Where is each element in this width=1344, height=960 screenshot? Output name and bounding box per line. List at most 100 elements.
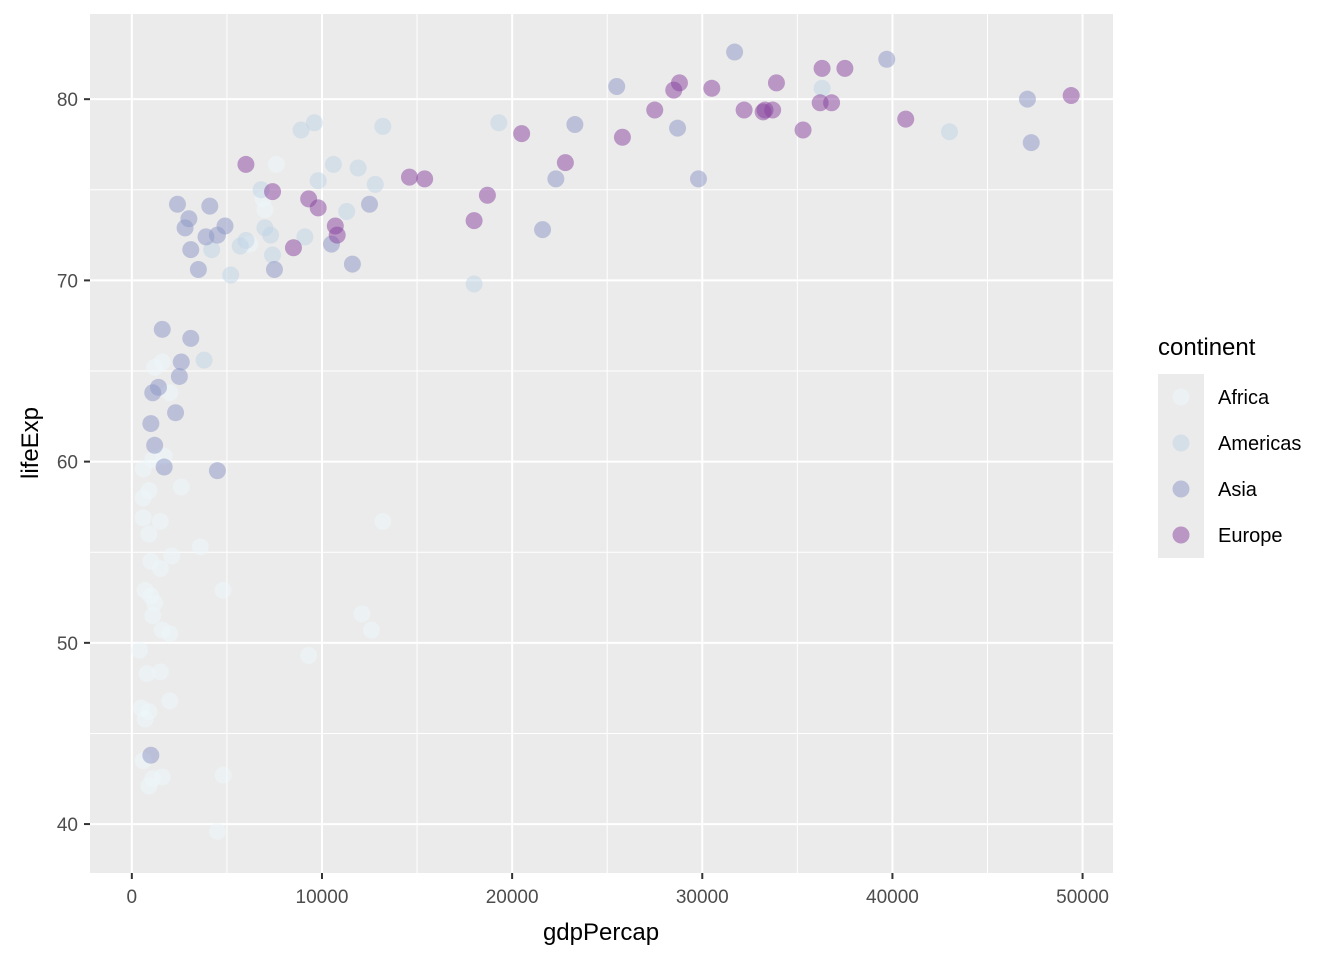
y-tick-label: 50: [57, 634, 78, 655]
data-point: [669, 119, 687, 137]
data-point: [155, 458, 173, 476]
series-americas: [195, 79, 958, 369]
data-point: [195, 351, 213, 369]
data-point: [214, 581, 232, 599]
data-point: [208, 822, 226, 840]
data-point: [201, 197, 219, 215]
data-point: [534, 221, 552, 239]
data-point: [237, 232, 255, 250]
data-point: [161, 625, 179, 643]
data-point: [265, 261, 283, 279]
data-point: [222, 266, 240, 284]
data-point: [264, 246, 282, 264]
data-point: [1062, 87, 1080, 105]
data-point: [703, 79, 721, 97]
data-point: [608, 77, 626, 95]
data-point: [167, 404, 185, 422]
data-point: [735, 101, 753, 119]
data-point: [170, 367, 188, 385]
data-point: [149, 378, 167, 396]
x-tick-label: 20000: [486, 887, 539, 908]
data-point: [305, 114, 323, 132]
data-point: [203, 241, 221, 259]
data-point: [182, 329, 200, 347]
data-point: [189, 261, 207, 279]
data-point: [465, 275, 483, 293]
data-point: [613, 128, 631, 146]
x-tick-label: 30000: [676, 887, 729, 908]
plot-panel: [90, 14, 1113, 873]
data-point: [138, 665, 156, 683]
data-point: [292, 121, 310, 139]
data-point: [134, 509, 152, 527]
data-point: [140, 703, 158, 721]
data-point: [878, 50, 896, 68]
legend-key-symbol: [1172, 388, 1190, 406]
data-point: [374, 117, 392, 135]
data-point: [161, 692, 179, 710]
data-point: [142, 746, 160, 764]
data-point: [153, 353, 171, 371]
data-point: [182, 241, 200, 259]
x-tick-label: 0: [127, 887, 138, 908]
data-point: [216, 217, 234, 235]
legend-item-asia: Asia: [1158, 466, 1258, 512]
data-point: [130, 641, 148, 659]
data-point: [153, 320, 171, 338]
minor-gridlines: [90, 14, 1113, 873]
data-point: [264, 183, 282, 201]
data-point: [566, 116, 584, 134]
data-point: [689, 170, 707, 188]
data-point: [168, 195, 186, 213]
data-point: [172, 353, 190, 371]
data-point: [465, 212, 483, 230]
data-point: [309, 199, 327, 217]
data-point: [366, 175, 384, 193]
data-point: [328, 226, 346, 244]
data-point: [1018, 90, 1036, 108]
data-point: [490, 114, 508, 132]
data-point: [146, 436, 164, 454]
data-point: [309, 172, 327, 190]
data-point: [416, 170, 434, 188]
data-point: [144, 607, 162, 625]
data-point: [513, 125, 531, 143]
x-axis-title: gdpPercap: [543, 919, 659, 946]
data-point: [556, 154, 574, 172]
data-point: [813, 79, 831, 97]
data-point: [767, 74, 785, 92]
legend-item-americas: Americas: [1158, 420, 1301, 466]
legend-key-symbol: [1172, 434, 1190, 452]
series-asia: [142, 43, 1040, 764]
data-point: [163, 547, 181, 565]
data-point: [726, 43, 744, 61]
data-point: [353, 605, 371, 623]
data-point: [670, 74, 688, 92]
y-axis-ticks: 40 50 60 70 80: [57, 90, 90, 836]
legend-label: Africa: [1218, 387, 1270, 409]
data-point: [180, 210, 198, 228]
data-points: [130, 43, 1080, 840]
x-tick-label: 50000: [1056, 887, 1109, 908]
data-point: [208, 462, 226, 480]
data-point: [140, 525, 158, 543]
data-point: [374, 512, 392, 530]
y-tick-label: 60: [57, 453, 78, 474]
series-africa: [130, 155, 392, 840]
legend-label: Asia: [1218, 479, 1258, 501]
data-point: [813, 59, 831, 77]
data-point: [237, 155, 255, 173]
data-point: [940, 123, 958, 141]
legend-key-symbol: [1172, 480, 1190, 498]
legend: continent Africa Americas Asia Europe: [1158, 334, 1301, 558]
data-point: [478, 186, 496, 204]
legend-key-symbol: [1172, 526, 1190, 544]
data-point: [338, 203, 356, 221]
data-point: [142, 415, 160, 433]
data-point: [151, 512, 169, 530]
data-point: [151, 663, 169, 681]
data-point: [836, 59, 854, 77]
data-point: [191, 538, 209, 556]
major-gridlines: [90, 14, 1113, 873]
